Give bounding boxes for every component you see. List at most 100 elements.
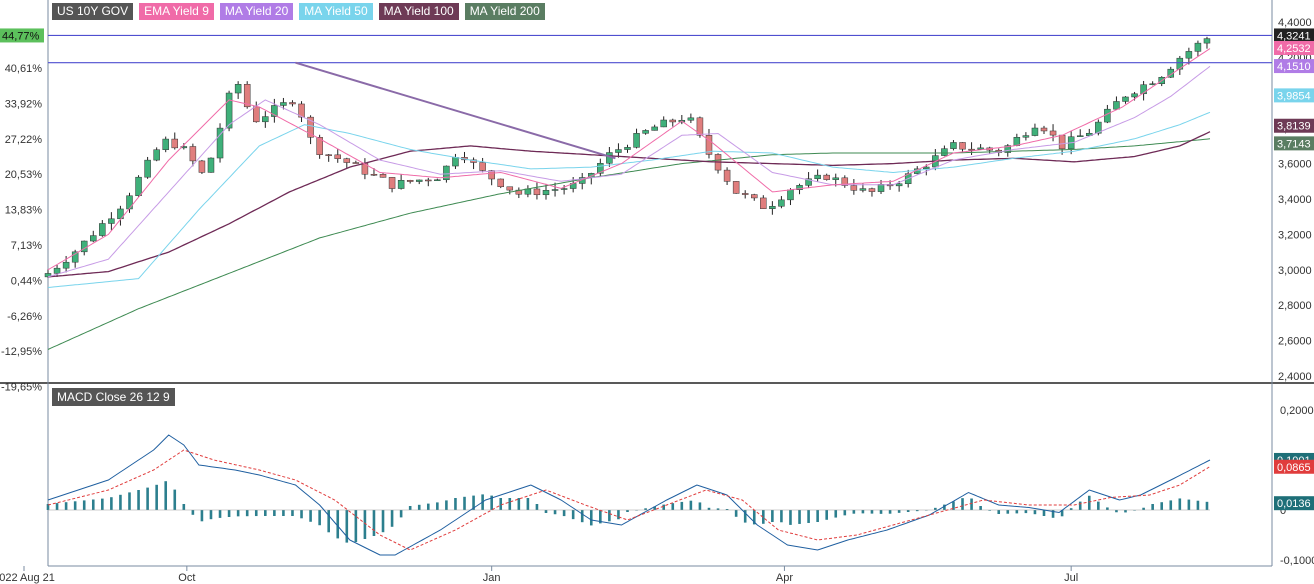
candle-body [732, 181, 740, 194]
legend-ema9[interactable]: EMA Yield 9 [139, 3, 214, 20]
histogram-bar [454, 498, 457, 510]
histogram-bar [191, 510, 195, 515]
candle-body [434, 179, 441, 182]
candle-body [741, 193, 749, 195]
histogram-bar [997, 510, 1001, 514]
candle-body [705, 135, 713, 155]
candle-body [307, 116, 314, 138]
histogram-bar [82, 500, 86, 510]
legend-ma50[interactable]: MA Yield 50 [299, 3, 373, 20]
histogram-bar [743, 510, 747, 523]
macd-price-tag: 0,0136 [1274, 496, 1314, 511]
candle-body [1104, 108, 1111, 123]
y-tick-left-main: 0,44% [11, 275, 42, 287]
candle-body [687, 117, 695, 121]
candle-body [787, 189, 794, 201]
line-ema9 [47, 48, 1211, 271]
candle-body [443, 165, 450, 181]
histogram-bar [436, 502, 439, 510]
histogram-bar [73, 501, 77, 510]
histogram-bar [843, 510, 847, 516]
histogram-bar [1015, 510, 1019, 514]
y-tick-right-main: 3,6000 [1278, 159, 1312, 171]
legend-ma20[interactable]: MA Yield 20 [219, 3, 294, 20]
candle-body [325, 154, 332, 156]
legend-ma200[interactable]: MA Yield 200 [464, 3, 545, 20]
candle-body [343, 158, 351, 163]
histogram-bar [888, 510, 892, 514]
histogram-bar [707, 507, 711, 510]
histogram-bar [816, 510, 819, 522]
candle-body [352, 162, 360, 164]
line-ma200 [47, 138, 1211, 350]
histogram-bar [273, 510, 276, 516]
candle-body [660, 119, 667, 128]
histogram-bar [644, 508, 647, 510]
histogram-bar [562, 510, 566, 517]
histogram-bar [300, 510, 303, 519]
macd-price-tag-text: 0,0865 [1277, 462, 1311, 474]
candle-body [895, 183, 903, 187]
price-tag-text: 4,1510 [1277, 61, 1311, 73]
y-tick-right-main: 3,4000 [1278, 194, 1312, 206]
histogram-bar [653, 506, 656, 510]
candle-body [243, 84, 251, 108]
histogram-bar [381, 510, 385, 533]
histogram-bar [1115, 510, 1118, 513]
histogram-bar [589, 510, 593, 526]
histogram-bar [943, 504, 946, 510]
legend-ma100[interactable]: MA Yield 100 [378, 3, 459, 20]
candle-body [968, 148, 975, 151]
candle-body [615, 149, 622, 153]
candle-body [271, 105, 278, 117]
candle-body [425, 179, 432, 182]
histogram-bar [1196, 500, 1200, 510]
histogram-bar [1133, 510, 1136, 511]
candle-body [488, 170, 495, 180]
y-tick-right-macd: 0,2000 [1280, 405, 1314, 417]
macd-legend: MACD Close 26 12 9 [52, 388, 175, 406]
candle-body [452, 157, 459, 167]
candle-body [859, 188, 867, 191]
histogram-bar [1142, 507, 1145, 510]
candle-body [415, 179, 423, 182]
histogram-bar [879, 510, 883, 514]
candle-body [542, 190, 550, 196]
histogram-bar [1169, 500, 1173, 510]
histogram-bar [662, 504, 666, 510]
candle-body [280, 102, 287, 106]
histogram-bar [408, 506, 412, 510]
histogram-bar [354, 510, 358, 542]
y-tick-left-main: -12,95% [1, 346, 42, 358]
candle-body [941, 148, 948, 156]
legend-macd[interactable]: MACD Close 26 12 9 [52, 388, 175, 406]
histogram-bar [55, 503, 59, 510]
x-tick-label: Jan [483, 572, 501, 584]
candle-body [144, 159, 151, 178]
price-tag: 4,1510 [1274, 59, 1314, 74]
histogram-bar [689, 500, 693, 510]
histogram-bar [1024, 510, 1028, 514]
histogram-bar [734, 510, 738, 517]
histogram-bar [608, 510, 611, 522]
histogram-bar [318, 510, 321, 526]
histogram-bar [245, 510, 249, 517]
histogram-bar [870, 510, 874, 514]
line-ma50 [47, 111, 1211, 288]
histogram-bar [599, 510, 602, 524]
histogram-bar [571, 510, 575, 520]
price-tag-bg [1274, 118, 1314, 133]
candle-body [506, 186, 514, 191]
histogram-bar [852, 510, 856, 514]
y-tick-right-main: 3,2000 [1278, 229, 1312, 241]
candle-body [198, 160, 206, 173]
price-tag-text: 4,2532 [1277, 43, 1311, 55]
histogram-bar [499, 498, 503, 510]
histogram-bar [508, 498, 512, 510]
candle-body [397, 180, 405, 189]
candle-body [62, 261, 70, 269]
histogram-bar [110, 497, 113, 510]
x-tick-label: Apr [776, 572, 793, 584]
legend-us10y[interactable]: US 10Y GOV [52, 3, 134, 20]
